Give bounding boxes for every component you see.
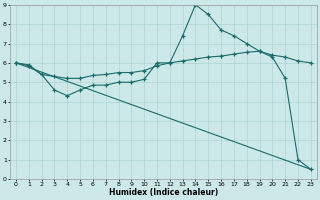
X-axis label: Humidex (Indice chaleur): Humidex (Indice chaleur) <box>109 188 218 197</box>
